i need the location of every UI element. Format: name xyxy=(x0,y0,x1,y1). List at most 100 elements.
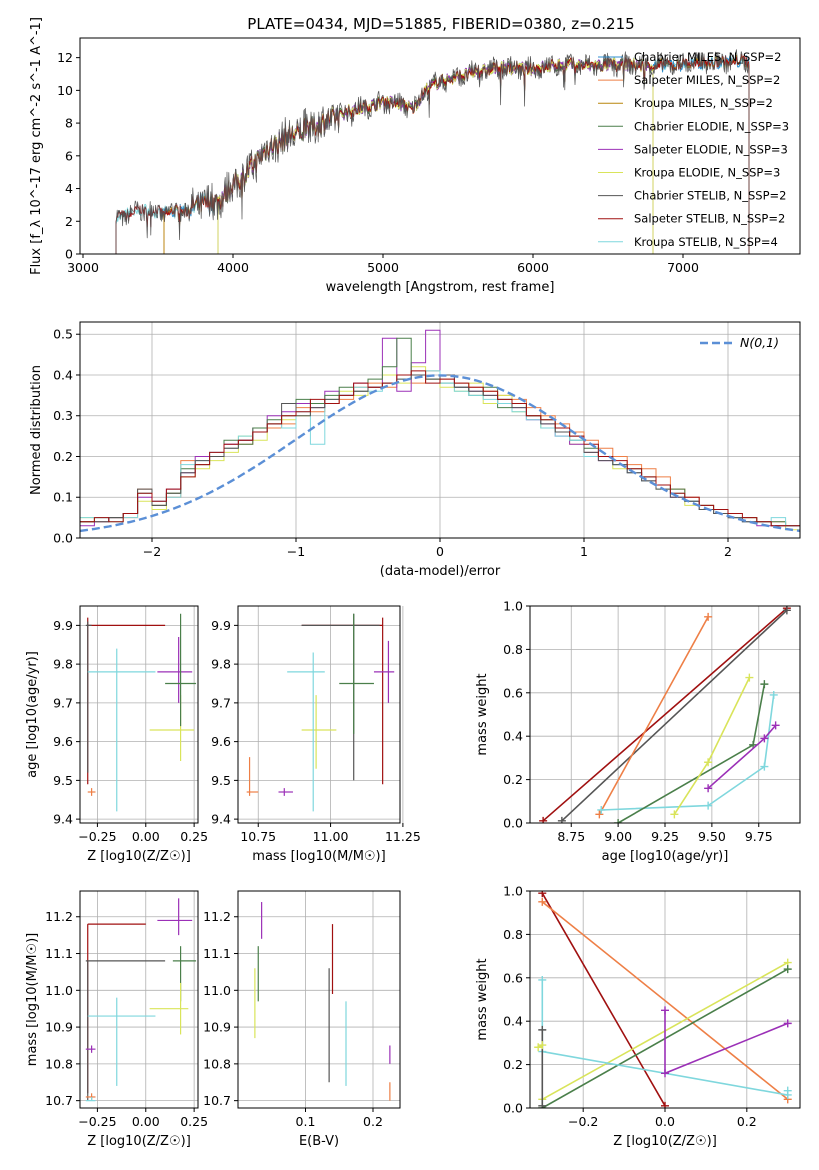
ebv_vs_mass-xtick-label: 0.1 xyxy=(296,1114,316,1129)
spectrum-xtick-label: 6000 xyxy=(517,260,549,275)
errorbar-point xyxy=(87,648,156,812)
z_vs_weight-ytick-label: 0.0 xyxy=(503,1101,523,1116)
z_vs_age-ytick-label: 9.9 xyxy=(53,618,73,633)
residuals-ytick-label: 0.3 xyxy=(53,408,73,423)
spectrum-ytick-label: 2 xyxy=(65,214,73,229)
mass_vs_age-plot-area xyxy=(246,613,395,812)
z_vs_age-ytick-label: 9.5 xyxy=(53,773,73,788)
residuals-xtick-label: 2 xyxy=(724,544,732,559)
spectrum-xtick-label: 3000 xyxy=(67,260,99,275)
weight-marker xyxy=(538,975,547,984)
weight-marker xyxy=(704,801,713,810)
errorbar-point xyxy=(85,1096,96,1102)
ebv_vs_mass-ytick-label: 11.0 xyxy=(203,983,231,998)
errorbar-point xyxy=(278,788,293,796)
z_vs_weight-plot-area xyxy=(534,891,792,1108)
legend-label: Kroupa ELODIE, N_SSP=3 xyxy=(634,166,780,180)
z_vs_age-ytick-label: 9.8 xyxy=(53,657,73,672)
z_vs_age-plot-area xyxy=(85,613,197,812)
residuals-xtick-label: −2 xyxy=(143,544,161,559)
weight-marker xyxy=(760,680,769,689)
mass_vs_age-ytick-label: 9.8 xyxy=(211,657,231,672)
weight-marker xyxy=(704,784,713,793)
errorbar-point xyxy=(157,898,193,936)
mass_vs_age-xtick-label: 10.75 xyxy=(240,829,276,844)
mass_vs_age-frame xyxy=(237,605,401,824)
ebv_vs_mass-ytick-label: 10.8 xyxy=(203,1056,231,1071)
weight-marker xyxy=(704,612,713,621)
spectrum-frame xyxy=(79,37,801,255)
legend-label: Kroupa MILES, N_SSP=2 xyxy=(634,96,773,110)
z_vs_mass-xtick-label: −0.25 xyxy=(78,1114,116,1129)
z_vs_weight-ylabel: mass weight xyxy=(475,958,490,1040)
weight-marker xyxy=(661,1101,669,1108)
legend-label: Chabrier ELODIE, N_SSP=3 xyxy=(634,119,789,133)
errorbar-point xyxy=(246,757,259,796)
histogram-series xyxy=(80,370,800,527)
weight-line xyxy=(601,694,775,811)
legend-label: Chabrier STELIB, N_SSP=2 xyxy=(634,189,786,203)
z_vs_mass-frame xyxy=(79,890,199,1109)
ebv_vs_mass-frame xyxy=(237,890,401,1109)
spectrum-ytick-label: 12 xyxy=(57,50,73,65)
residuals-ytick-label: 0.2 xyxy=(53,449,73,464)
errorbar-point xyxy=(87,788,96,796)
spectrum-legend: Chabrier MILES, N_SSP=2 Salpeter MILES, N… xyxy=(598,50,789,249)
errorbar-point xyxy=(339,613,374,734)
z_vs_age-axes: −0.25 0.00 0.25 9.4 9.5 9.6 9.7 9.8 9.9 Z [log10(… xyxy=(25,605,208,864)
spectrum-title: PLATE=0434, MJD=51885, FIBERID=0380, z=0… xyxy=(247,15,634,33)
ebv_vs_mass-axes: 0.1 0.2 10.7 10.8 10.9 11.0 11.1 11.2 E(B-V) xyxy=(203,890,401,1149)
errorbar-point xyxy=(87,997,156,1086)
residuals-legend: N(0,1) xyxy=(700,335,779,350)
legend-label: Salpeter STELIB, N_SSP=2 xyxy=(634,212,785,226)
spectrum-xtick-label: 7000 xyxy=(667,260,699,275)
spectrum-plot-area xyxy=(115,49,750,254)
errorbar-point xyxy=(157,637,193,703)
residuals-plot-area xyxy=(80,329,800,533)
errorbar-point xyxy=(373,640,395,703)
age_vs_weight-ytick-label: 0.8 xyxy=(503,642,523,657)
age_vs_weight-ytick-label: 1.0 xyxy=(503,599,523,614)
weight-marker xyxy=(595,810,604,819)
residuals-xtick-label: 0 xyxy=(436,544,444,559)
mass_vs_age-ytick-label: 9.6 xyxy=(211,734,231,749)
z_vs_weight-xtick-label: −0.2 xyxy=(568,1114,598,1129)
age_vs_weight-ytick-label: 0.0 xyxy=(503,816,523,831)
z_vs_age-ytick-label: 9.7 xyxy=(53,695,73,710)
ebv_vs_mass-xtick-label: 0.2 xyxy=(363,1114,383,1129)
age_vs_weight-xtick-label: 8.75 xyxy=(557,829,585,844)
residuals-ytick-label: 0.4 xyxy=(53,367,73,382)
weight-marker xyxy=(539,816,548,823)
errorbar-point xyxy=(85,960,166,1101)
weight-marker xyxy=(771,721,780,730)
weight-line xyxy=(542,607,788,822)
ebv_vs_mass-ytick-label: 10.7 xyxy=(203,1093,231,1108)
age_vs_weight-xtick-label: 9.25 xyxy=(651,829,679,844)
ebv_vs_mass-xlabel: E(B-V) xyxy=(299,1134,339,1149)
legend-label: Kroupa STELIB, N_SSP=4 xyxy=(634,235,778,249)
age_vs_weight-ytick-label: 0.6 xyxy=(503,685,523,700)
weight-marker xyxy=(783,1086,792,1095)
weight-marker xyxy=(661,1006,669,1015)
z_vs_mass-ylabel: mass [log10(M/M☉)] xyxy=(25,933,40,1066)
weight-marker xyxy=(745,673,754,682)
residuals-axes: N(0,1) −2 −1 0 1 2 0.0 0.1 0.2 0.3 0.4 0.5 (data-mod… xyxy=(29,321,801,579)
age_vs_weight-axes: 8.75 9.00 9.25 9.50 9.75 0.0 0.2 0.4 0.6 0.8 1.0 ag… xyxy=(475,599,801,864)
z_vs_weight-xtick-label: 0.0 xyxy=(655,1114,675,1129)
ebv_vs_mass-ytick-label: 10.9 xyxy=(203,1020,231,1035)
legend-label: N(0,1) xyxy=(740,335,779,350)
residuals-xlabel: (data-model)/error xyxy=(380,564,501,579)
weight-marker xyxy=(597,805,606,814)
z_vs_mass-ytick-label: 10.8 xyxy=(45,1056,73,1071)
z_vs_mass-ytick-label: 11.1 xyxy=(45,946,73,961)
z_vs_mass-plot-area xyxy=(85,898,197,1102)
residuals-frame-group: N(0,1) −2 −1 0 1 2 0.0 0.1 0.2 0.3 0.4 0.5 (data-mod… xyxy=(29,321,801,579)
z_vs_age-xtick-label: −0.25 xyxy=(78,829,116,844)
legend-label: Chabrier MILES, N_SSP=2 xyxy=(634,50,781,64)
spectrum-xtick-label: 4000 xyxy=(217,260,249,275)
z_vs_age-ylabel: age [log10(age/yr)] xyxy=(25,651,40,778)
mass_vs_age-xtick-label: 11.00 xyxy=(313,829,349,844)
weight-marker xyxy=(538,1041,547,1050)
weight-marker xyxy=(782,606,791,615)
